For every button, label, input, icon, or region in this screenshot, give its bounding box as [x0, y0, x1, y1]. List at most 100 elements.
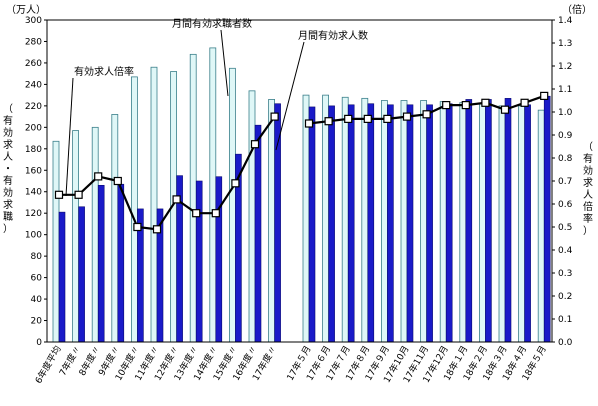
- bar-job-seekers: [91, 126, 99, 343]
- annotation-ratio-leader: [65, 77, 74, 197]
- ratio-point: [133, 222, 142, 232]
- ratio-point: [442, 100, 451, 110]
- right-tick-label: 0.9: [558, 131, 573, 141]
- ratio-point: [344, 114, 353, 124]
- left-axis-label: （有効求人・有効求職）: [3, 103, 13, 235]
- ratio-point: [461, 100, 470, 110]
- bar-job-seekers: [420, 100, 428, 343]
- left-tick-label: 220: [25, 102, 42, 112]
- bar-job-offers: [97, 184, 105, 343]
- bar-job-seekers: [150, 66, 158, 343]
- bar-job-seekers: [228, 67, 236, 343]
- right-tick-label: 1.1: [558, 85, 572, 95]
- bar-job-offers: [328, 105, 335, 343]
- bar-job-seekers: [189, 53, 197, 343]
- annotation-job-offers-leader: [275, 41, 305, 151]
- left-tick-label: 20: [31, 317, 43, 327]
- ratio-point: [520, 98, 529, 107]
- bar-job-seekers: [400, 100, 408, 343]
- bar-job-offers: [445, 103, 453, 343]
- ratio-point: [324, 117, 333, 126]
- bar-job-seekers: [459, 102, 467, 343]
- bars: [52, 47, 551, 343]
- bar-job-seekers: [361, 97, 369, 343]
- ratio-point: [363, 114, 372, 124]
- left-tick-label: 100: [25, 231, 42, 241]
- bar-job-seekers: [72, 130, 79, 343]
- left-tick-label: 0: [36, 338, 42, 348]
- right-tick-label: 0.6: [558, 200, 573, 210]
- right-axis-ticks: 0.0 0.1 0.2 0.3 0.4 0.5 0.6 0.7 0.8 0.9 1.0 1.1 1.2 1…: [552, 16, 573, 348]
- ratio-point: [270, 112, 279, 121]
- bar-job-seekers: [52, 140, 60, 343]
- right-tick-label: 0.8: [558, 154, 573, 164]
- bar-job-offers: [504, 98, 512, 343]
- annotation-job-offers: 月間有効求人数: [298, 29, 368, 42]
- ratio-point: [54, 190, 64, 199]
- right-tick-label: 1.2: [558, 62, 572, 72]
- bar-job-offers: [58, 211, 66, 343]
- bar-job-seekers: [209, 47, 217, 343]
- annotation-job-seekers-leader: [220, 29, 229, 97]
- bar-job-seekers: [478, 103, 486, 343]
- bar-job-offers: [524, 104, 531, 343]
- bar-job-offers: [308, 106, 316, 343]
- bar-job-seekers: [498, 105, 506, 343]
- bar-job-seekers: [248, 90, 256, 343]
- bar-job-offers: [195, 180, 203, 343]
- right-tick-label: 0.3: [558, 269, 572, 279]
- annotation-ratio: 有効求人倍率: [74, 65, 134, 78]
- right-tick-label: 1.4: [558, 16, 573, 26]
- right-tick-label: 0.4: [558, 246, 573, 256]
- bar-job-offers: [274, 103, 281, 343]
- left-tick-label: 260: [25, 59, 42, 69]
- ratio-point: [152, 225, 162, 234]
- bar-job-seekers: [518, 105, 525, 343]
- left-tick-label: 300: [25, 16, 42, 26]
- bar-job-seekers: [130, 76, 138, 343]
- bar-job-offers: [78, 206, 85, 343]
- ratio-point: [383, 114, 392, 124]
- right-unit: （倍）: [562, 3, 592, 16]
- bar-job-seekers: [341, 96, 349, 343]
- ratio-point: [113, 176, 122, 186]
- category-labels: 6年度平均7年度〃8年度〃9年度〃10年度〃11年度〃12年度〃13年度〃14年…: [32, 344, 548, 386]
- ratio-line-annual: [59, 115, 276, 231]
- bar-job-offers: [543, 95, 551, 343]
- plot-frame: [46, 19, 553, 343]
- right-tick-label: 1.3: [558, 39, 572, 49]
- bar-job-seekers: [268, 99, 276, 343]
- right-tick-label: 0.0: [558, 338, 573, 348]
- bar-job-offers: [347, 104, 355, 343]
- left-tick-label: 140: [25, 188, 42, 198]
- category-label: 6年度平均: [32, 344, 63, 386]
- ratio-point: [231, 179, 240, 188]
- bar-job-offers: [485, 99, 492, 343]
- annotation-job-seekers: 月間有効求職者数: [172, 17, 252, 30]
- ratio-point: [192, 209, 201, 218]
- bar-job-offers: [215, 176, 223, 343]
- bar-job-seekers: [380, 100, 388, 343]
- ratio-point: [94, 172, 103, 181]
- bar-job-offers: [406, 104, 414, 343]
- ratio-point: [540, 91, 549, 101]
- left-axis-ticks: 0 20 40 60 80 100 120 140 160 180 200 220 240 260 280 3…: [25, 16, 47, 348]
- ratio-point: [172, 195, 181, 204]
- right-tick-label: 1.0: [558, 108, 573, 118]
- left-tick-label: 120: [25, 209, 42, 219]
- bar-job-offers: [465, 99, 473, 343]
- left-tick-label: 60: [31, 274, 43, 284]
- right-tick-label: 0.7: [558, 177, 572, 187]
- ratio-point: [500, 105, 510, 114]
- left-tick-label: 280: [25, 37, 42, 47]
- left-tick-label: 160: [25, 166, 42, 176]
- ratio-point: [481, 98, 490, 107]
- right-tick-label: 0.1: [558, 315, 572, 325]
- bar-job-seekers: [302, 94, 310, 343]
- ratio-line: [54, 91, 549, 234]
- left-tick-label: 200: [25, 123, 42, 133]
- bar-job-offers: [254, 124, 262, 343]
- ratio-point: [402, 112, 412, 121]
- bar-job-seekers: [322, 94, 330, 343]
